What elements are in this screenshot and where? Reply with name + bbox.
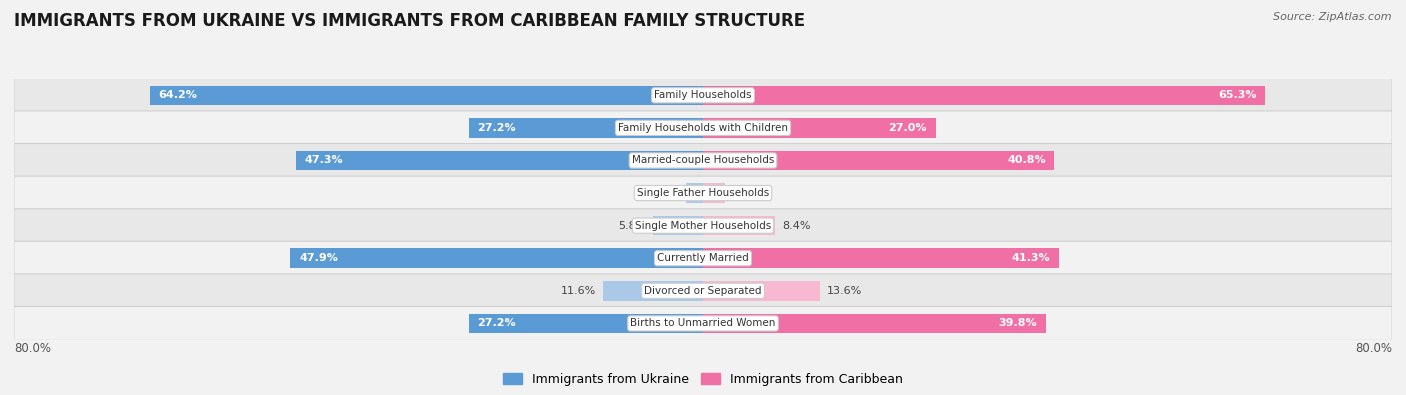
Text: 2.0%: 2.0% <box>651 188 679 198</box>
Text: Single Mother Households: Single Mother Households <box>636 221 770 231</box>
Bar <box>652 216 703 235</box>
Bar <box>703 281 820 301</box>
Text: 8.4%: 8.4% <box>782 221 811 231</box>
Text: 41.3%: 41.3% <box>1011 253 1050 263</box>
Bar <box>686 183 703 203</box>
Text: Divorced or Separated: Divorced or Separated <box>644 286 762 296</box>
Bar <box>603 281 703 301</box>
Text: Currently Married: Currently Married <box>657 253 749 263</box>
FancyBboxPatch shape <box>14 78 1392 112</box>
FancyBboxPatch shape <box>14 241 1392 275</box>
Text: 2.5%: 2.5% <box>731 188 759 198</box>
FancyBboxPatch shape <box>14 176 1392 210</box>
Text: 64.2%: 64.2% <box>159 90 198 100</box>
Bar <box>703 150 1054 170</box>
FancyBboxPatch shape <box>14 111 1392 145</box>
Text: Married-couple Households: Married-couple Households <box>631 156 775 166</box>
Bar <box>703 216 775 235</box>
Legend: Immigrants from Ukraine, Immigrants from Caribbean: Immigrants from Ukraine, Immigrants from… <box>498 368 908 391</box>
FancyBboxPatch shape <box>14 274 1392 308</box>
Text: IMMIGRANTS FROM UKRAINE VS IMMIGRANTS FROM CARIBBEAN FAMILY STRUCTURE: IMMIGRANTS FROM UKRAINE VS IMMIGRANTS FR… <box>14 12 806 30</box>
Text: Births to Unmarried Women: Births to Unmarried Women <box>630 318 776 328</box>
Bar <box>468 314 703 333</box>
Text: Family Households: Family Households <box>654 90 752 100</box>
Text: 65.3%: 65.3% <box>1218 90 1257 100</box>
Text: 39.8%: 39.8% <box>998 318 1038 328</box>
Text: 47.3%: 47.3% <box>304 156 343 166</box>
Bar <box>291 248 703 268</box>
Bar <box>703 314 1046 333</box>
Text: Source: ZipAtlas.com: Source: ZipAtlas.com <box>1274 12 1392 22</box>
Bar <box>295 150 703 170</box>
FancyBboxPatch shape <box>14 143 1392 177</box>
Bar <box>703 85 1265 105</box>
Bar <box>703 183 724 203</box>
Text: 27.0%: 27.0% <box>889 123 927 133</box>
FancyBboxPatch shape <box>14 209 1392 243</box>
Text: 80.0%: 80.0% <box>1355 342 1392 356</box>
Text: 40.8%: 40.8% <box>1007 156 1046 166</box>
Bar <box>703 118 935 137</box>
Bar <box>150 85 703 105</box>
FancyBboxPatch shape <box>14 307 1392 340</box>
Text: Single Father Households: Single Father Households <box>637 188 769 198</box>
Text: 13.6%: 13.6% <box>827 286 862 296</box>
Bar <box>703 248 1059 268</box>
Text: 47.9%: 47.9% <box>299 253 337 263</box>
Bar <box>468 118 703 137</box>
Text: 5.8%: 5.8% <box>617 221 647 231</box>
Text: 11.6%: 11.6% <box>561 286 596 296</box>
Text: 27.2%: 27.2% <box>478 123 516 133</box>
Text: 80.0%: 80.0% <box>14 342 51 356</box>
Text: Family Households with Children: Family Households with Children <box>619 123 787 133</box>
Text: 27.2%: 27.2% <box>478 318 516 328</box>
